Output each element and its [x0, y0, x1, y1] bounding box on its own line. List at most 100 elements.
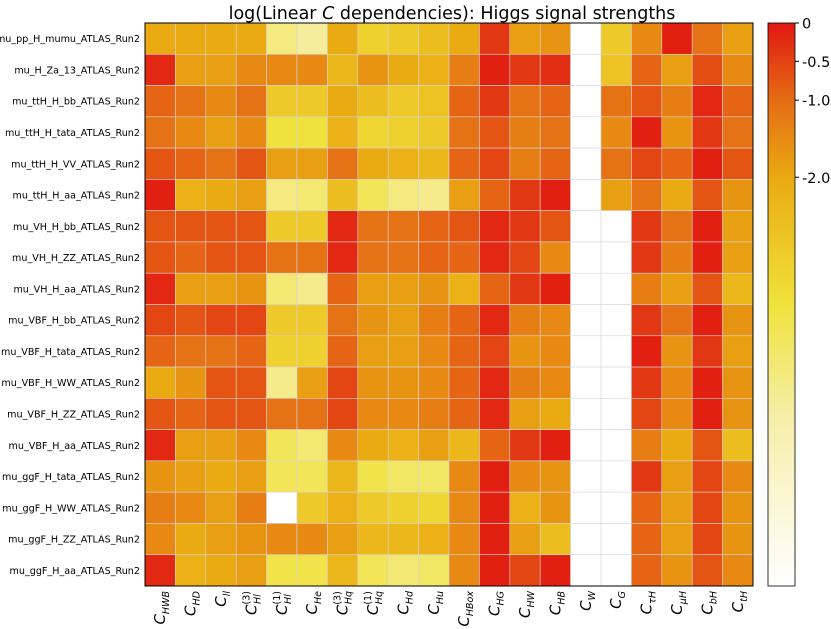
heatmap-cell: [539, 241, 571, 274]
heatmap-cell: [296, 304, 328, 337]
heatmap-cell: [570, 335, 602, 368]
heatmap-cell: [479, 460, 511, 493]
heatmap-cell: [387, 335, 419, 368]
row-label: mu_ttH_H_tata_ATLAS_Run2: [5, 128, 140, 139]
heatmap-cell: [600, 85, 632, 118]
row-label: mu_ttH_H_aa_ATLAS_Run2: [12, 191, 140, 202]
heatmap-cell: [448, 22, 480, 55]
heatmap-cell: [691, 429, 723, 462]
heatmap-cell: [144, 85, 176, 118]
heatmap-cell: [631, 366, 663, 399]
heatmap-cell: [235, 554, 267, 587]
colorbar: [767, 22, 796, 587]
column-label: CHG: [486, 591, 507, 616]
heatmap-cell: [722, 53, 754, 86]
heatmap-cell: [296, 429, 328, 462]
heatmap-cell: [479, 491, 511, 524]
heatmap-cell: [448, 304, 480, 337]
heatmap-cell: [144, 272, 176, 305]
heatmap-cell: [691, 179, 723, 211]
heatmap-cell: [235, 147, 267, 180]
heatmap-cell: [631, 335, 663, 368]
colorbar-tick-label: 0: [802, 17, 811, 33]
heatmap-cell: [266, 272, 298, 305]
heatmap-cell: [387, 22, 419, 55]
heatmap-cell: [266, 241, 298, 274]
heatmap-cell: [448, 179, 480, 211]
row-label: mu_VH_H_ZZ_ATLAS_Run2: [12, 253, 140, 264]
heatmap-cell: [387, 366, 419, 399]
heatmap-cell: [570, 460, 602, 493]
heatmap-cell: [631, 491, 663, 524]
heatmap-cell: [144, 523, 176, 556]
heatmap-cell: [205, 429, 237, 462]
heatmap-cell: [387, 491, 419, 524]
heatmap-cell: [327, 429, 359, 462]
heatmap-cell: [266, 179, 298, 211]
heatmap-cell: [418, 491, 450, 524]
heatmap-cell: [539, 272, 571, 305]
heatmap-cell: [722, 460, 754, 493]
heatmap-cell: [296, 554, 328, 587]
heatmap-cell: [266, 210, 298, 243]
heatmap-cell: [691, 335, 723, 368]
heatmap-cell: [509, 366, 541, 399]
heatmap-cell: [661, 272, 693, 305]
heatmap-cell: [357, 241, 389, 274]
heatmap-cell: [357, 147, 389, 180]
heatmap-cell: [144, 554, 176, 587]
heatmap-cell: [327, 304, 359, 337]
chart-title: log(Linear C dependencies): Higgs signal…: [229, 4, 676, 24]
heatmap-cell: [175, 491, 207, 524]
heatmap-cell: [479, 210, 511, 243]
heatmap-cell: [479, 116, 511, 149]
heatmap-cell: [327, 272, 359, 305]
heatmap-cell: [235, 335, 267, 368]
heatmap-cell: [175, 554, 207, 587]
heatmap-cell: [691, 304, 723, 337]
svg-text:CHD: CHD: [182, 591, 203, 616]
heatmap-cell: [235, 241, 267, 274]
heatmap-cell: [570, 398, 602, 430]
svg-text:CHe: CHe: [303, 591, 324, 615]
heatmap-cell: [570, 116, 602, 149]
heatmap-cell: [661, 523, 693, 556]
heatmap-cell: [144, 460, 176, 493]
heatmap-cell: [691, 523, 723, 556]
heatmap-cell: [418, 554, 450, 587]
heatmap-cell: [600, 429, 632, 462]
heatmap-cell: [327, 335, 359, 368]
heatmap-cell: [691, 272, 723, 305]
heatmap-cell: [509, 210, 541, 243]
column-label: C(1)Hl: [272, 591, 294, 615]
heatmap-cell: [175, 210, 207, 243]
heatmap-cell: [235, 429, 267, 462]
heatmap-cell: [509, 22, 541, 55]
heatmap-cell: [418, 179, 450, 211]
heatmap-cell: [387, 460, 419, 493]
heatmap-cell: [661, 554, 693, 587]
heatmap-cell: [661, 179, 693, 211]
column-label: CtH: [729, 591, 750, 612]
colorbar-tick-label: -1.0: [802, 94, 830, 110]
heatmap-cell: [509, 241, 541, 274]
heatmap-cell: [144, 491, 176, 524]
heatmap-cell: [600, 179, 632, 211]
svg-text:CHW: CHW: [516, 590, 537, 618]
heatmap-cell: [357, 85, 389, 118]
heatmap-cell: [175, 335, 207, 368]
heatmap-cell: [448, 210, 480, 243]
heatmap-cell: [722, 304, 754, 337]
heatmap-cell: [691, 147, 723, 180]
heatmap-cell: [600, 460, 632, 493]
heatmap-cell: [570, 22, 602, 55]
plot-frame: [144, 22, 754, 587]
svg-text:C(1)Hl: C(1)Hl: [272, 591, 294, 615]
heatmap-cell: [175, 22, 207, 55]
heatmap-cell: [600, 491, 632, 524]
heatmap-cell: [691, 241, 723, 274]
heatmap-cell: [296, 179, 328, 211]
heatmap-cell: [175, 366, 207, 399]
heatmap-cell: [418, 335, 450, 368]
heatmap-cell: [296, 241, 328, 274]
